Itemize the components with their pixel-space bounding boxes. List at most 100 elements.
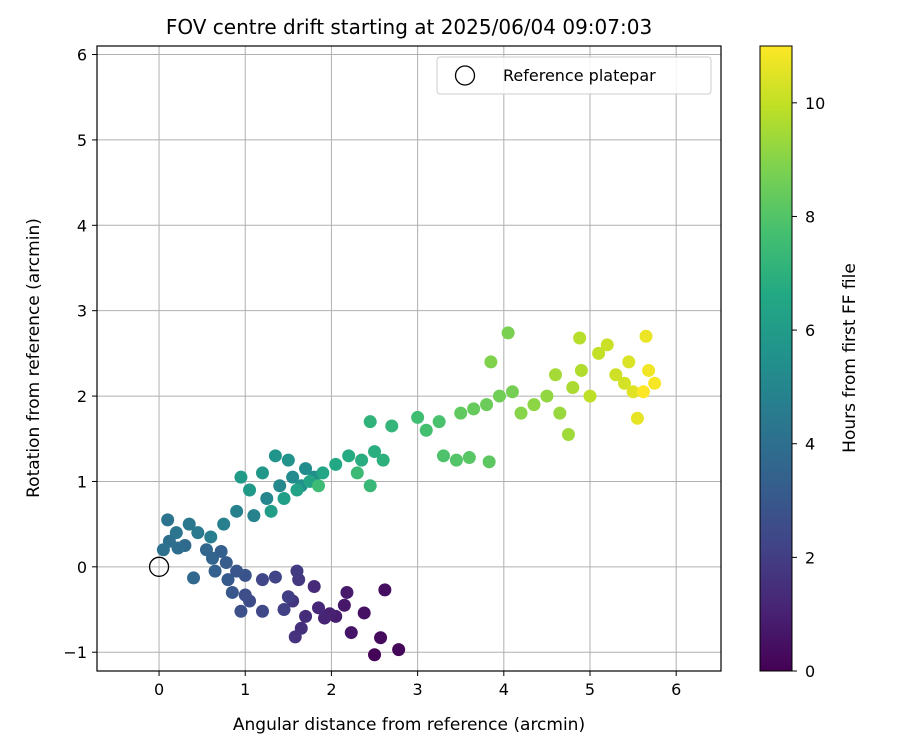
colorbar-tick-label: 4 <box>805 435 815 454</box>
scatter-point <box>255 573 269 587</box>
scatter-point <box>549 368 563 382</box>
y-tick-label: 2 <box>77 387 87 406</box>
scatter-point <box>161 513 175 527</box>
scatter-point <box>583 389 597 403</box>
scatter-point <box>574 363 588 377</box>
scatter-point <box>316 466 330 480</box>
y-tick-label: −1 <box>63 643 87 662</box>
scatter-point <box>617 376 631 390</box>
x-axis-label: Angular distance from reference (arcmin) <box>233 715 585 735</box>
scatter-point <box>337 598 351 612</box>
scatter-point <box>273 479 287 493</box>
scatter-point <box>243 483 257 497</box>
x-tick-label: 2 <box>326 680 336 699</box>
scatter-point <box>264 504 278 518</box>
plot-area <box>97 46 721 671</box>
y-tick-label: 1 <box>77 472 87 491</box>
scatter-point <box>636 385 650 399</box>
scatter-point <box>566 381 580 395</box>
scatter-point <box>411 410 425 424</box>
scatter-point <box>357 606 371 620</box>
scatter-point <box>277 492 291 506</box>
scatter-point <box>573 331 587 345</box>
y-tick-label: 0 <box>77 558 87 577</box>
scatter-point <box>501 326 515 340</box>
scatter-point <box>277 603 291 617</box>
scatter-point <box>208 564 222 578</box>
scatter-point <box>527 398 541 412</box>
scatter-point <box>630 411 644 425</box>
scatter-point <box>392 643 406 657</box>
colorbar-tick-label: 8 <box>805 207 815 226</box>
colorbar-ticks: 0 2 4 6 8 10 <box>792 94 825 681</box>
scatter-point <box>182 517 196 531</box>
scatter-point <box>204 530 218 544</box>
scatter-point <box>191 526 205 540</box>
colorbar-tick-label: 10 <box>805 94 825 113</box>
scatter-point <box>492 389 506 403</box>
scatter-point <box>260 492 274 506</box>
scatter-point <box>378 583 392 597</box>
scatter-point <box>561 427 575 441</box>
x-tick-label: 6 <box>671 680 681 699</box>
scatter-point <box>299 609 313 623</box>
scatter-point <box>622 355 636 369</box>
colorbar-label: Hours from first FF file <box>840 263 860 453</box>
scatter-point <box>268 449 282 463</box>
scatter-point <box>467 402 481 416</box>
scatter-point <box>540 389 554 403</box>
scatter-point <box>169 526 183 540</box>
scatter-point <box>234 604 248 618</box>
scatter-point <box>290 564 304 578</box>
scatter-point <box>454 406 468 420</box>
scatter-point <box>318 611 332 625</box>
scatter-point <box>609 368 623 382</box>
scatter-point <box>432 415 446 429</box>
scatter-point <box>419 423 433 437</box>
scatter-point <box>225 585 239 599</box>
x-tick-label: 3 <box>413 680 423 699</box>
x-tick-label: 4 <box>499 680 509 699</box>
x-axis-ticks: 0 1 2 3 4 5 6 <box>154 671 681 699</box>
scatter-point <box>268 570 282 584</box>
scatter-point <box>363 415 377 429</box>
scatter-point <box>592 346 606 360</box>
x-tick-label: 0 <box>154 680 164 699</box>
scatter-point <box>307 579 321 593</box>
y-tick-label: 5 <box>77 131 87 150</box>
scatter-point <box>480 398 494 412</box>
scatter-point <box>642 363 656 377</box>
scatter-point <box>217 517 231 531</box>
scatter-point <box>350 466 364 480</box>
scatter-point <box>648 376 662 390</box>
colorbar-tick-label: 2 <box>805 548 815 567</box>
scatter-point <box>238 588 252 602</box>
scatter-point <box>553 406 567 420</box>
scatter-point <box>290 483 304 497</box>
scatter-point <box>626 385 640 399</box>
scatter-point <box>247 509 261 523</box>
scatter-point <box>299 462 313 476</box>
chart-title: FOV centre drift starting at 2025/06/04 … <box>166 15 652 39</box>
scatter-point <box>344 626 358 640</box>
scatter-point <box>312 479 326 493</box>
scatter-point <box>230 564 244 578</box>
scatter-point <box>639 329 653 343</box>
legend-marker-reference <box>454 65 476 86</box>
scatter-point <box>363 479 377 493</box>
scatter-point <box>368 648 382 662</box>
scatter-point <box>436 449 450 463</box>
y-tick-label: 3 <box>77 302 87 321</box>
x-tick-label: 5 <box>585 680 595 699</box>
reference-marker-group <box>148 556 170 577</box>
scatter-point <box>449 453 463 467</box>
y-axis-ticks: −1 0 1 2 3 4 5 6 <box>63 46 97 662</box>
scatter-point <box>286 470 300 484</box>
legend: Reference platepar <box>436 56 712 95</box>
scatter-point <box>234 470 248 484</box>
scatter-point <box>340 585 354 599</box>
scatter-point <box>484 355 498 369</box>
scatter-point <box>230 504 244 518</box>
scatter-point <box>221 573 235 587</box>
scatter-point <box>355 453 369 467</box>
